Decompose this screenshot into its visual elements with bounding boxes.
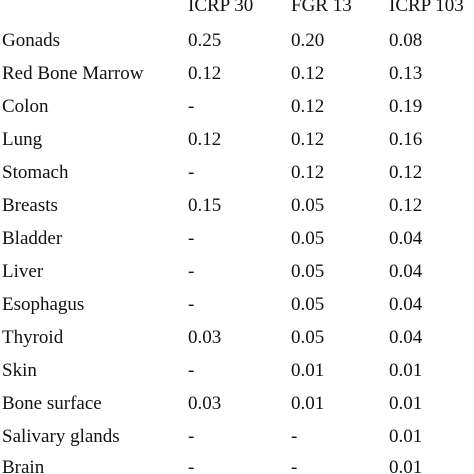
table-row: Liver - 0.05 0.04 xyxy=(0,255,474,288)
icrp103-value-cell: 0.19 xyxy=(389,96,423,117)
header-cell-icrp30: ICRP 30 xyxy=(188,0,254,16)
icrp30-value-cell: 0.15 xyxy=(188,195,222,216)
icrp30-value-cell: - xyxy=(188,457,195,474)
icrp103-value-cell: 0.12 xyxy=(389,162,423,183)
fgr13-value-cell: 0.12 xyxy=(291,63,325,84)
fgr13-value-cell: - xyxy=(291,457,298,474)
icrp30-value-cell: 0.03 xyxy=(188,393,222,414)
table-row: Skin - 0.01 0.01 xyxy=(0,354,474,387)
icrp103-value-cell: 0.01 xyxy=(389,457,423,474)
table-row: Salivary glands - - 0.01 xyxy=(0,420,474,453)
icrp30-value-cell: 0.03 xyxy=(188,327,222,348)
icrp30-value-cell: - xyxy=(188,228,195,249)
icrp103-value-cell: 0.04 xyxy=(389,327,423,348)
icrp30-value-cell: - xyxy=(188,294,195,315)
table-row: Breasts 0.15 0.05 0.12 xyxy=(0,189,474,222)
table-row: Bone surface 0.03 0.01 0.01 xyxy=(0,387,474,420)
tissue-name-cell: Liver xyxy=(2,261,44,282)
tissue-name-cell: Brain xyxy=(2,457,45,474)
icrp30-value-cell: - xyxy=(188,360,195,381)
fgr13-value-cell: 0.05 xyxy=(291,261,325,282)
table-row: Bladder - 0.05 0.04 xyxy=(0,222,474,255)
icrp103-value-cell: 0.01 xyxy=(389,360,423,381)
icrp30-value-cell: 0.12 xyxy=(188,63,222,84)
fgr13-value-cell: 0.01 xyxy=(291,393,325,414)
fgr13-value-cell: 0.05 xyxy=(291,294,325,315)
table-row: Stomach - 0.12 0.12 xyxy=(0,156,474,189)
icrp30-value-cell: - xyxy=(188,96,195,117)
table-header-row: ICRP 30 FGR 13 ICRP 103 xyxy=(0,0,474,22)
tissue-name-cell: Salivary glands xyxy=(2,426,120,447)
fgr13-value-cell: 0.12 xyxy=(291,162,325,183)
table-row: Esophagus - 0.05 0.04 xyxy=(0,288,474,321)
tissue-name-cell: Stomach xyxy=(2,162,69,183)
tissue-name-cell: Colon xyxy=(2,96,49,117)
icrp30-value-cell: - xyxy=(188,261,195,282)
icrp103-value-cell: 0.01 xyxy=(389,393,423,414)
icrp30-value-cell: - xyxy=(188,162,195,183)
fgr13-value-cell: 0.12 xyxy=(291,96,325,117)
table-row: Colon - 0.12 0.19 xyxy=(0,90,474,123)
fgr13-value-cell: 0.01 xyxy=(291,360,325,381)
fgr13-value-cell: 0.12 xyxy=(291,129,325,150)
tissue-name-cell: Red Bone Marrow xyxy=(2,63,144,84)
tissue-name-cell: Bladder xyxy=(2,228,63,249)
icrp103-value-cell: 0.04 xyxy=(389,228,423,249)
tissue-name-cell: Bone surface xyxy=(2,393,102,414)
icrp103-value-cell: 0.04 xyxy=(389,294,423,315)
icrp30-value-cell: - xyxy=(188,426,195,447)
tissue-name-cell: Thyroid xyxy=(2,327,64,348)
fgr13-value-cell: 0.05 xyxy=(291,228,325,249)
icrp103-value-cell: 0.04 xyxy=(389,261,423,282)
header-cell-icrp103: ICRP 103 xyxy=(389,0,464,16)
icrp103-value-cell: 0.16 xyxy=(389,129,423,150)
tissue-name-cell: Esophagus xyxy=(2,294,85,315)
icrp103-value-cell: 0.13 xyxy=(389,63,423,84)
tissue-name-cell: Skin xyxy=(2,360,37,381)
table-row: Thyroid 0.03 0.05 0.04 xyxy=(0,321,474,354)
icrp30-value-cell: 0.12 xyxy=(188,129,222,150)
fgr13-value-cell: - xyxy=(291,426,298,447)
tissue-name-cell: Breasts xyxy=(2,195,58,216)
fgr13-value-cell: 0.05 xyxy=(291,327,325,348)
fgr13-value-cell: 0.20 xyxy=(291,30,325,51)
icrp103-value-cell: 0.12 xyxy=(389,195,423,216)
fgr13-value-cell: 0.05 xyxy=(291,195,325,216)
tissue-name-cell: Gonads xyxy=(2,30,61,51)
header-cell-fgr13: FGR 13 xyxy=(291,0,352,16)
tissue-name-cell: Lung xyxy=(2,129,43,150)
table-row: Gonads 0.25 0.20 0.08 xyxy=(0,24,474,57)
icrp103-value-cell: 0.01 xyxy=(389,426,423,447)
table-row: Lung 0.12 0.12 0.16 xyxy=(0,123,474,156)
table-row: Red Bone Marrow 0.12 0.12 0.13 xyxy=(0,57,474,90)
icrp103-value-cell: 0.08 xyxy=(389,30,423,51)
table-row: Brain - - 0.01 xyxy=(0,451,474,474)
icrp30-value-cell: 0.25 xyxy=(188,30,222,51)
